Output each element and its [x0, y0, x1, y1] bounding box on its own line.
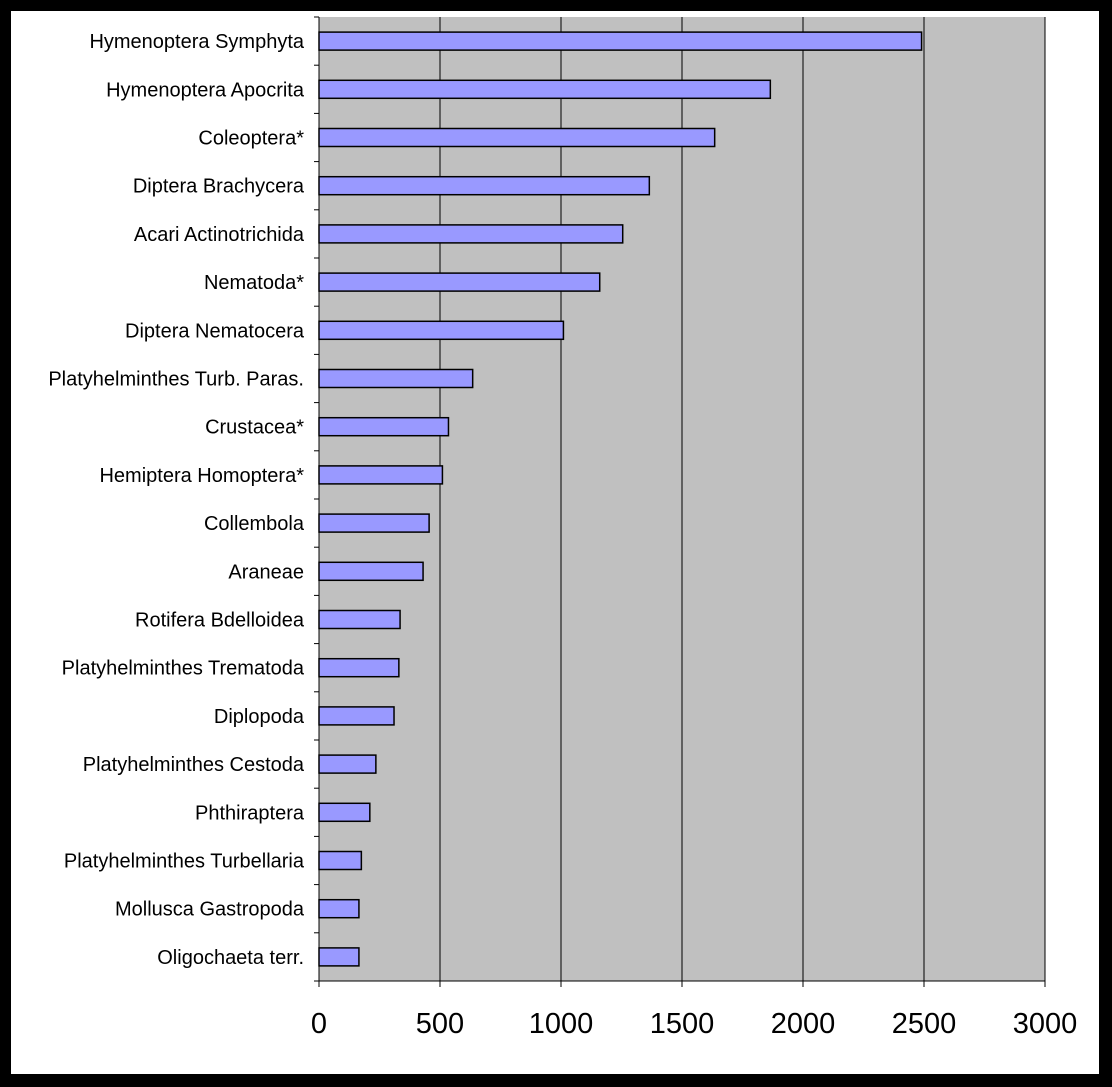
bar — [318, 416, 450, 437]
category-label: Oligochaeta terr. — [157, 947, 304, 969]
category-label: Nematoda* — [204, 272, 304, 294]
bar — [318, 31, 923, 51]
bar — [318, 802, 371, 823]
bar — [318, 465, 444, 485]
category-label: Platyhelminthes Cestoda — [83, 754, 305, 776]
x-tick-label: 2000 — [771, 1008, 836, 1040]
category-labels: Hymenoptera Symphyta Hymenoptera Apocrita… — [48, 31, 305, 969]
category-label: Mollusca Gastropoda — [115, 899, 305, 921]
category-label: Hymenoptera Apocrita — [106, 79, 305, 101]
bar-chart: Hymenoptera Symphyta Hymenoptera Apocrita… — [48, 16, 1077, 1040]
bar — [318, 320, 565, 341]
category-label: Hymenoptera Symphyta — [89, 31, 304, 53]
category-label: Platyhelminthes Trematoda — [62, 658, 305, 680]
bar — [318, 127, 716, 148]
bar — [318, 947, 360, 967]
bar — [318, 657, 400, 678]
axes — [314, 16, 1046, 987]
category-label: Crustacea* — [205, 417, 304, 439]
x-tick-label: 500 — [416, 1008, 464, 1040]
category-label: Platyhelminthes Turbellaria — [64, 851, 305, 873]
category-label: Collembola — [204, 513, 305, 535]
bar — [318, 609, 401, 630]
bar — [318, 850, 363, 871]
x-tick-label: 0 — [311, 1008, 327, 1040]
bar — [318, 898, 360, 919]
category-label: Hemiptera Homoptera* — [99, 465, 304, 487]
x-tick-label: 3000 — [1013, 1008, 1078, 1040]
category-label: Diplopoda — [214, 706, 305, 728]
bar — [318, 368, 474, 389]
bar — [318, 513, 430, 533]
category-label: Rotifera Bdelloidea — [135, 610, 305, 632]
bar — [318, 79, 772, 100]
category-label: Diptera Nematocera — [125, 320, 305, 342]
x-tick-label: 1000 — [529, 1008, 594, 1040]
bar — [318, 561, 424, 582]
category-label: Platyhelminthes Turb. Paras. — [48, 369, 304, 391]
x-tick-label: 2500 — [892, 1008, 957, 1040]
chart-frame: Hymenoptera Symphyta Hymenoptera Apocrita… — [11, 11, 1099, 1074]
x-tick-label: 1500 — [650, 1008, 715, 1040]
bar — [318, 272, 601, 292]
bar — [318, 224, 624, 244]
category-label: Phthiraptera — [195, 802, 305, 824]
bar — [318, 706, 395, 726]
category-label: Coleoptera* — [198, 128, 304, 150]
category-label: Diptera Brachycera — [133, 176, 305, 198]
category-label: Acari Actinotrichida — [134, 224, 305, 246]
bar — [318, 754, 377, 774]
bar — [318, 175, 651, 196]
x-tick-labels: 0 500 1000 1500 2000 2500 3000 — [311, 1008, 1077, 1040]
category-label: Araneae — [228, 561, 304, 583]
